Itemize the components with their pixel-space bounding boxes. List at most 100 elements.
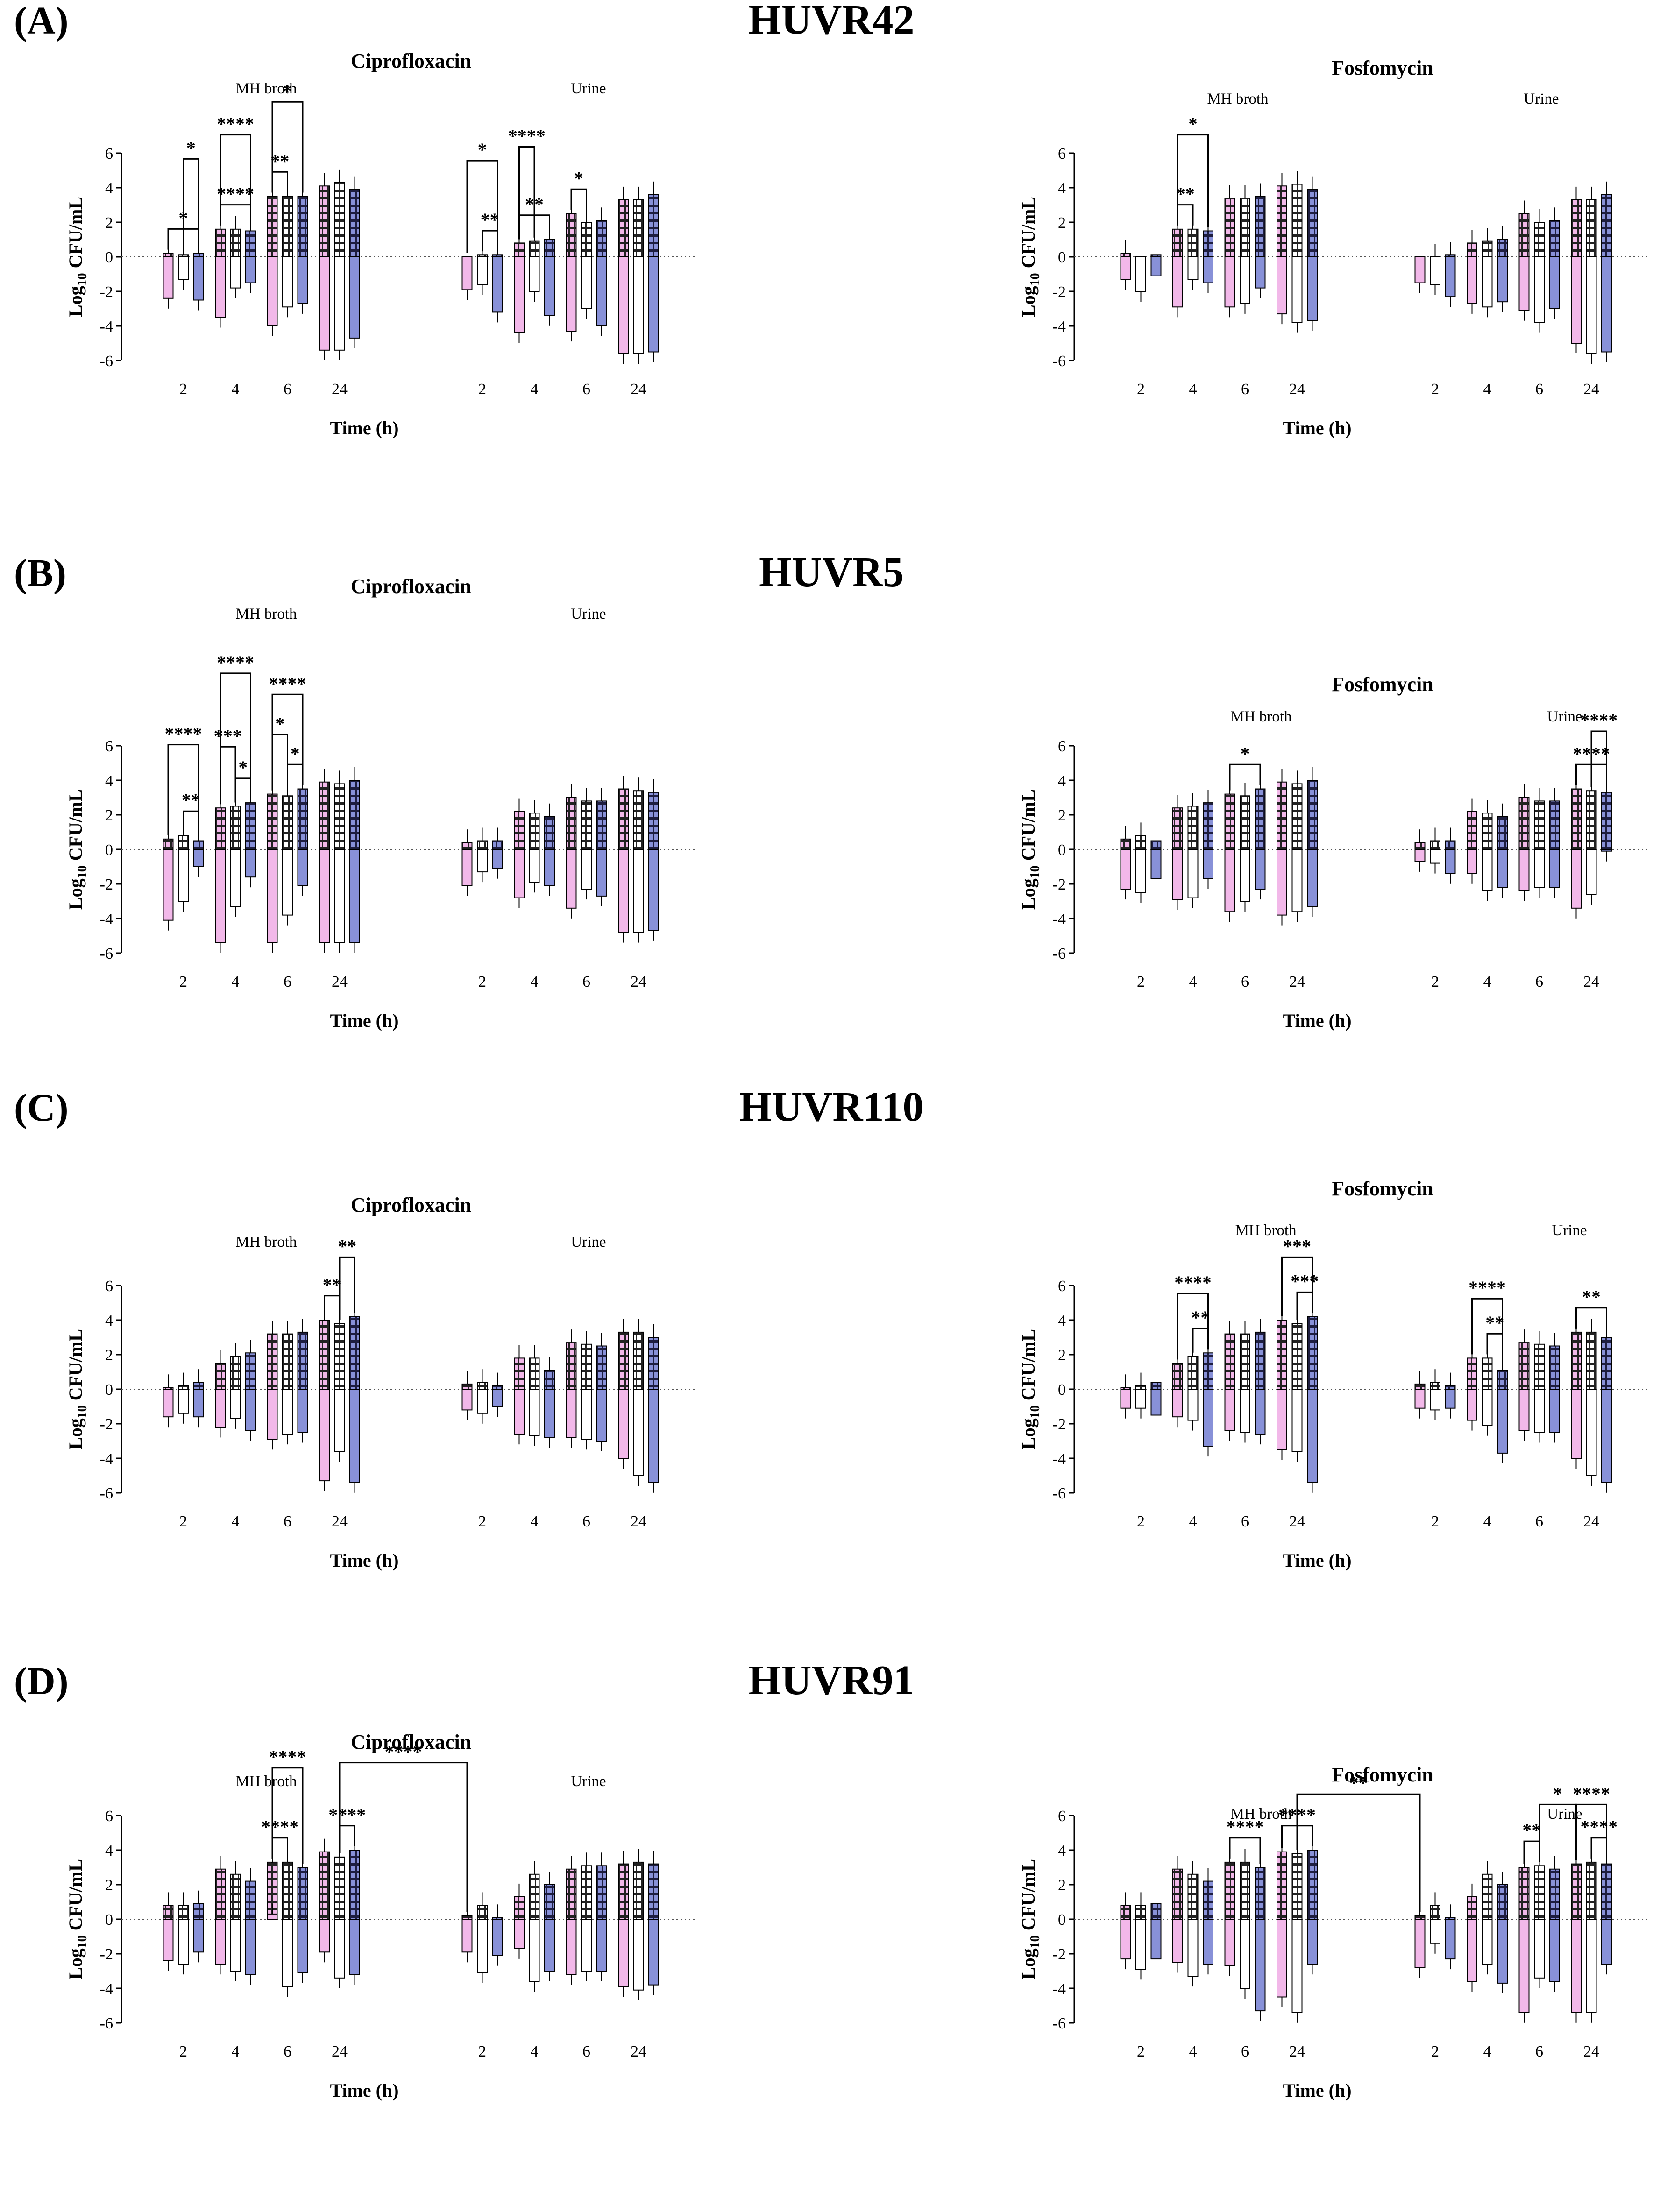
significance-label: ** [338, 1236, 356, 1257]
y-label-part: Log [1018, 878, 1039, 910]
bar-kill [1255, 256, 1266, 289]
medium-label: MH broth [235, 606, 297, 622]
bar-growth [1255, 196, 1266, 257]
bar-growth [297, 1331, 308, 1390]
bar-kill [1277, 1389, 1287, 1450]
bar-kill [529, 849, 540, 883]
significance-bracket [518, 214, 550, 240]
bar-kill [1240, 256, 1250, 304]
bar-kill [461, 256, 473, 290]
significance-bracket [518, 146, 535, 240]
bar-kill [1414, 1389, 1426, 1409]
bar-growth [319, 185, 330, 257]
bar-kill [1187, 256, 1199, 280]
y-tick-label: -2 [100, 876, 113, 893]
x-tick-label: 4 [232, 1513, 240, 1530]
bar-kill [492, 256, 503, 313]
bar-kill [215, 1919, 226, 1965]
significance-bracket [1296, 1291, 1313, 1320]
significance-bracket [1177, 1293, 1209, 1360]
x-tick-label: 24 [1583, 973, 1599, 990]
bar-growth [529, 240, 540, 258]
bar-growth [648, 194, 659, 257]
bar-growth [319, 1320, 330, 1390]
bar-kill [1518, 1389, 1530, 1431]
x-tick-label: 6 [284, 1513, 291, 1530]
bar-growth [1277, 781, 1287, 850]
significance-label: ** [481, 209, 499, 230]
x-tick-label: 24 [332, 973, 348, 990]
bar-growth [163, 838, 174, 850]
x-tick-label: 6 [284, 381, 291, 398]
significance-bracket [1590, 1837, 1607, 1860]
significance-bracket [1192, 1328, 1209, 1353]
bar-kill [648, 256, 659, 353]
bar-kill [648, 849, 659, 931]
bar-kill [514, 849, 525, 898]
bar-kill [566, 1919, 577, 1975]
drug-title: Ciprofloxacin [351, 49, 471, 72]
bar-growth [544, 1370, 555, 1390]
significance-label: * [238, 757, 248, 778]
bar-kill [1430, 256, 1440, 285]
bar-growth [1187, 228, 1199, 257]
bar-kill [1518, 849, 1530, 891]
bar-kill [1430, 1389, 1440, 1411]
bar-kill [566, 256, 577, 332]
bar-growth [1534, 800, 1545, 850]
x-tick-label: 2 [478, 2043, 486, 2060]
bar-kill [1240, 849, 1250, 902]
bar-kill [1601, 256, 1612, 353]
significance-bracket [482, 230, 498, 252]
bar-kill [1187, 849, 1199, 898]
bar-kill [1445, 1389, 1456, 1409]
bar-growth [297, 196, 308, 257]
bar-growth [529, 813, 540, 850]
significance-bracket [1177, 134, 1209, 227]
bar-growth [648, 1337, 659, 1390]
bar-kill [245, 1389, 256, 1431]
bar-growth [1518, 797, 1530, 850]
bar-kill [1430, 849, 1440, 864]
y-label-subscript: 10 [1028, 273, 1043, 286]
y-label-part: Log [65, 1948, 86, 1979]
bar-kill [544, 1389, 555, 1438]
bar-growth [1203, 230, 1213, 257]
significance-label: * [186, 137, 196, 158]
bar-kill [1534, 1389, 1545, 1433]
x-tick-label: 4 [232, 381, 240, 398]
bar-kill [230, 1919, 241, 1972]
y-axis-label: Log10 CFU/mL [65, 1859, 90, 1979]
bar-kill [1445, 1919, 1456, 1960]
x-tick-label: 6 [284, 2043, 291, 2060]
bar-kill [1150, 1919, 1162, 1960]
bar-growth [1571, 1331, 1582, 1390]
bar-kill [492, 849, 503, 869]
y-tick-label: 2 [1058, 807, 1066, 824]
bar-kill [1307, 849, 1318, 907]
x-axis-label: Time (h) [330, 1550, 398, 1571]
significance-label: ** [182, 790, 200, 811]
bar-growth [297, 788, 308, 850]
y-tick-label: 4 [1058, 772, 1066, 790]
bar-kill [178, 849, 189, 902]
y-tick-label: 4 [1058, 180, 1066, 197]
y-label-part: CFU/mL [65, 789, 86, 865]
x-tick-label: 6 [582, 1513, 590, 1530]
y-tick-label: -4 [100, 1450, 113, 1468]
bar-growth [1549, 1345, 1560, 1390]
x-tick-label: 6 [1535, 973, 1543, 990]
bar-kill [633, 1919, 644, 1991]
y-tick-label: 6 [105, 738, 113, 755]
significance-bracket [339, 1762, 468, 1912]
bar-kill [1534, 256, 1545, 323]
bar-growth [1240, 1861, 1250, 1920]
bar-kill [1240, 1389, 1250, 1433]
y-tick-label: -2 [1053, 1946, 1066, 1963]
bar-kill [596, 1919, 607, 1972]
bar-kill [529, 1389, 540, 1436]
chart-A-fos: Fosfomycin MH broth Urine 6 4 2 0 -2 -4 -6 Log10 C… [1018, 57, 1649, 438]
chart-D-cip: (D) HUVR91 Ciprofloxacin MH broth Urine 6 4 2 0 -… [14, 1657, 915, 2101]
bar-growth [1172, 1868, 1183, 1920]
significance-label: * [1553, 1783, 1562, 1804]
